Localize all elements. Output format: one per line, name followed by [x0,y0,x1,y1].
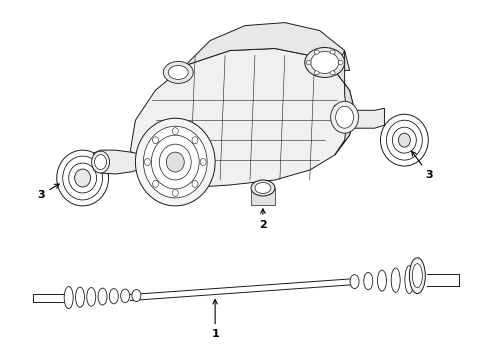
Polygon shape [335,105,385,128]
Ellipse shape [95,154,106,170]
Ellipse shape [391,268,400,292]
Ellipse shape [145,159,150,166]
Ellipse shape [392,127,416,153]
Ellipse shape [87,288,96,306]
Ellipse shape [166,152,184,172]
Polygon shape [185,23,349,71]
Ellipse shape [306,60,311,64]
Ellipse shape [135,118,215,206]
Text: 1: 1 [211,300,219,339]
Ellipse shape [121,289,130,303]
Ellipse shape [338,60,343,64]
Polygon shape [130,49,355,188]
Ellipse shape [314,50,319,54]
Ellipse shape [330,50,335,54]
Ellipse shape [409,258,425,293]
Ellipse shape [192,137,198,144]
Ellipse shape [331,101,359,133]
Ellipse shape [152,137,159,144]
Ellipse shape [69,163,97,193]
Ellipse shape [172,128,178,135]
Ellipse shape [251,180,275,196]
Ellipse shape [398,133,410,147]
Ellipse shape [387,120,422,160]
Ellipse shape [380,114,428,166]
Ellipse shape [330,71,335,75]
Ellipse shape [144,126,207,198]
Ellipse shape [74,169,91,187]
Ellipse shape [364,273,373,290]
Ellipse shape [57,150,108,206]
Ellipse shape [255,183,271,193]
Ellipse shape [98,288,107,305]
Ellipse shape [168,66,188,80]
Ellipse shape [152,180,159,188]
Ellipse shape [163,62,193,84]
Ellipse shape [75,287,84,307]
Ellipse shape [200,159,206,166]
Ellipse shape [132,289,141,302]
Ellipse shape [151,135,199,189]
Ellipse shape [413,264,422,288]
Polygon shape [335,50,355,155]
Ellipse shape [92,151,110,173]
Ellipse shape [336,106,354,128]
Text: 2: 2 [259,209,267,230]
Ellipse shape [350,275,359,289]
Ellipse shape [172,189,178,197]
Ellipse shape [405,266,414,293]
Ellipse shape [109,289,118,304]
Ellipse shape [305,48,344,77]
Polygon shape [251,188,275,205]
Ellipse shape [63,156,102,200]
Ellipse shape [159,144,191,180]
Text: 3: 3 [412,151,433,180]
Ellipse shape [377,270,387,291]
Ellipse shape [64,287,73,309]
Ellipse shape [311,51,339,73]
Text: 3: 3 [37,184,59,200]
Polygon shape [94,150,146,174]
Ellipse shape [314,71,319,75]
Ellipse shape [192,180,198,188]
